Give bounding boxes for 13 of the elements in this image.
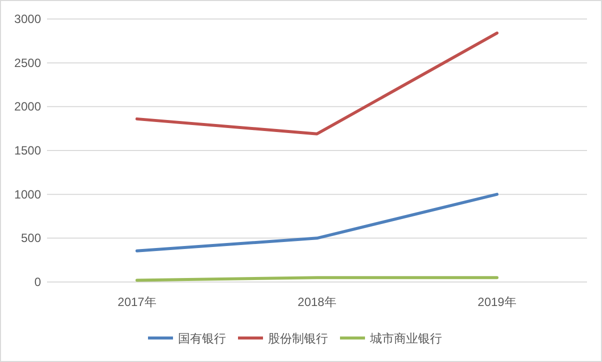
legend-label: 城市商业银行 — [369, 332, 442, 346]
x-tick-label: 2018年 — [298, 295, 336, 309]
y-tick-label: 3000 — [14, 12, 42, 26]
y-tick-label: 2000 — [14, 100, 42, 114]
legend-label: 股份制银行 — [268, 332, 328, 346]
x-tick-label: 2017年 — [118, 295, 156, 309]
legend-label: 国有银行 — [178, 332, 226, 346]
x-tick-label: 2019年 — [478, 295, 516, 309]
y-tick-label: 500 — [20, 231, 42, 246]
y-tick-label: 0 — [34, 275, 42, 289]
y-tick-label: 1000 — [14, 187, 42, 202]
y-tick-label: 1500 — [14, 144, 42, 158]
y-tick-label: 2500 — [14, 56, 42, 70]
